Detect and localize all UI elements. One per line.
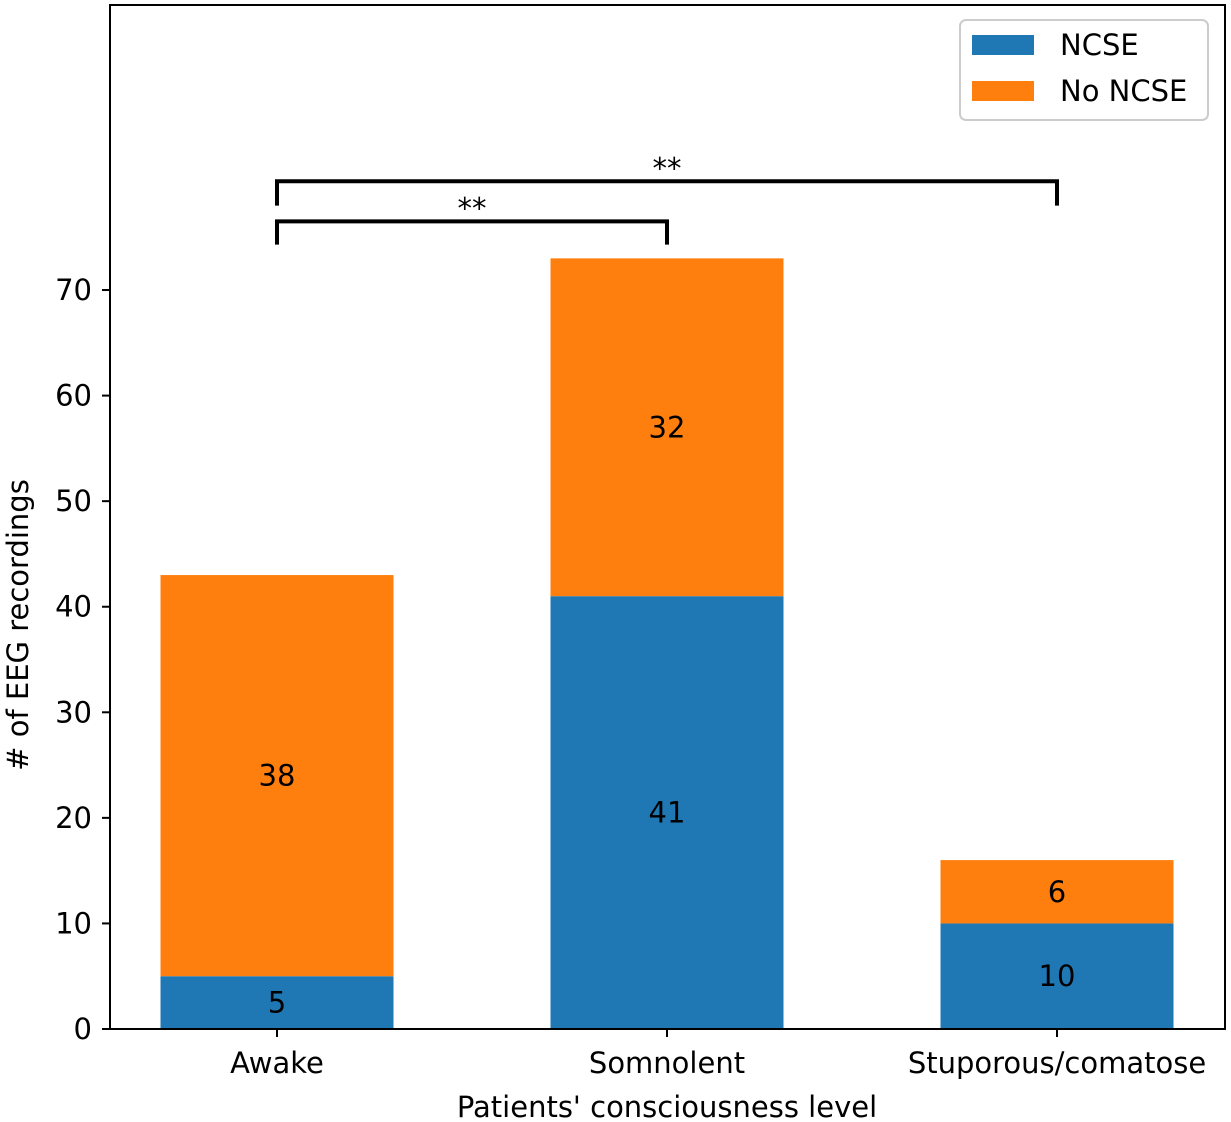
y-tick-label: 0 — [74, 1012, 92, 1046]
legend-swatch-ncse — [972, 35, 1034, 55]
significance-label: ** — [653, 151, 682, 185]
legend: NCSE No NCSE — [959, 19, 1209, 121]
data-label: 38 — [259, 759, 296, 793]
bar-no-ncse-awake — [160, 575, 394, 977]
data-label: 41 — [649, 796, 686, 830]
y-tick-label: 50 — [55, 484, 92, 518]
bar-no-ncse-stuporous-comatose — [940, 860, 1174, 924]
data-label: 10 — [1039, 959, 1076, 993]
bar-ncse-somnolent — [550, 596, 784, 1029]
data-label: 6 — [1048, 875, 1066, 909]
y-tick-label: 30 — [55, 695, 92, 729]
x-axis-label: Patients' consciousness level — [457, 1090, 877, 1122]
y-tick-label: 10 — [55, 906, 92, 940]
x-tick-label: Somnolent — [589, 1046, 745, 1080]
y-tick-label: 70 — [55, 273, 92, 307]
x-tick-label: Stuporous/comatose — [908, 1046, 1206, 1080]
legend-swatch-no-ncse — [972, 81, 1034, 101]
significance-bracket — [275, 219, 669, 245]
data-label: 5 — [268, 986, 286, 1020]
bar-ncse-stuporous-comatose — [940, 923, 1174, 1029]
significance-bracket — [275, 179, 1059, 206]
legend-label-no-ncse: No NCSE — [1060, 74, 1187, 108]
significance-label: ** — [458, 191, 487, 225]
bar-ncse-awake — [160, 976, 394, 1029]
y-tick-label: 60 — [55, 379, 92, 413]
y-tick-label: 20 — [55, 801, 92, 835]
legend-label-ncse: NCSE — [1060, 28, 1139, 62]
y-axis-label: # of EEG recordings — [1, 479, 35, 771]
bar-no-ncse-somnolent — [550, 258, 784, 597]
data-label: 32 — [649, 410, 686, 444]
x-tick-label: Awake — [230, 1046, 324, 1080]
y-tick-label: 40 — [55, 590, 92, 624]
